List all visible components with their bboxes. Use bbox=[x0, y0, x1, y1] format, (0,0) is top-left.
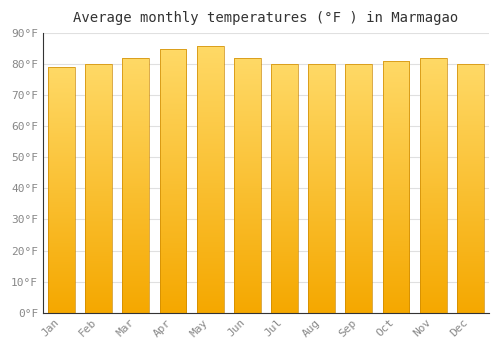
Bar bbox=[346, 64, 372, 313]
Bar bbox=[420, 58, 446, 313]
Bar bbox=[160, 49, 186, 313]
Bar bbox=[86, 64, 112, 313]
Bar bbox=[308, 64, 335, 313]
Bar bbox=[271, 64, 298, 313]
Bar bbox=[382, 61, 409, 313]
Bar bbox=[122, 58, 149, 313]
Bar bbox=[234, 58, 260, 313]
Bar bbox=[457, 64, 483, 313]
Bar bbox=[48, 67, 75, 313]
Title: Average monthly temperatures (°F ) in Marmagao: Average monthly temperatures (°F ) in Ma… bbox=[74, 11, 458, 25]
Bar bbox=[197, 46, 224, 313]
